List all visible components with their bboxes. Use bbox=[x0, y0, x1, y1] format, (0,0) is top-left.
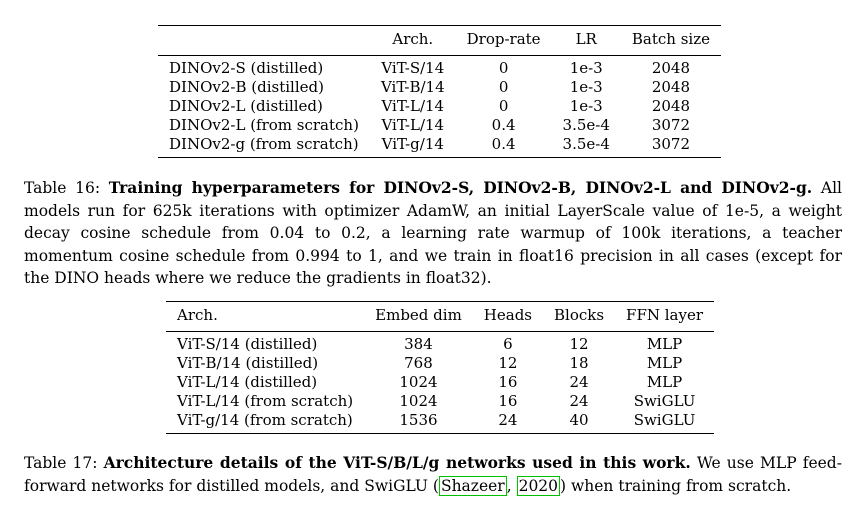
t17-cell: ViT-B/14 (distilled) bbox=[177, 354, 319, 372]
t16-cell: ViT-L/14 bbox=[381, 116, 445, 134]
t17-cell: 24 bbox=[569, 373, 589, 391]
t17-header-arch: Arch. bbox=[166, 301, 365, 332]
t16-cell: 2048 bbox=[651, 97, 691, 115]
t16-header-arch: Arch. bbox=[369, 25, 456, 56]
citation-link-author[interactable]: Shazeer bbox=[438, 475, 507, 496]
caption-body: We use MLP feed-forward networks for dis… bbox=[24, 454, 842, 495]
t16-cell: 3072 bbox=[651, 116, 691, 134]
t16-cell: 1e-3 bbox=[551, 55, 621, 78]
table-row: ViT-S/14 (distilled) 384 6 12 MLP bbox=[166, 331, 715, 354]
t17-cell: 40 bbox=[543, 411, 616, 434]
caption-title: Training hyperparameters for DINOv2-S, D… bbox=[108, 178, 813, 197]
table-row: DINOv2-L (distilled) ViT-L/14 0 1e-3 204… bbox=[158, 97, 721, 116]
t17-cell: 768 bbox=[404, 354, 433, 372]
caption-label: Table 16: bbox=[24, 179, 101, 197]
t16-cell: ViT-B/14 bbox=[380, 78, 445, 96]
table-row: ViT-g/14 (from scratch) 1536 24 40 SwiGL… bbox=[166, 411, 715, 434]
t17-cell: 16 bbox=[498, 392, 518, 410]
t17-cell: MLP bbox=[646, 354, 683, 372]
t17-cell: SwiGLU bbox=[633, 392, 696, 410]
t16-cell: 0 bbox=[498, 97, 509, 115]
t16-header-model bbox=[158, 25, 370, 56]
t16-cell: DINOv2-S (distilled) bbox=[158, 55, 370, 78]
table-row: ViT-L/14 (distilled) 1024 16 24 MLP bbox=[166, 373, 714, 392]
t17-cell: ViT-S/14 (distilled) bbox=[166, 331, 365, 354]
table-row: ViT-B/14 (distilled) 768 12 18 MLP bbox=[166, 354, 714, 373]
t16-header-lr: LR bbox=[551, 25, 621, 56]
t17-cell: 18 bbox=[569, 354, 589, 372]
t16-cell: ViT-g/14 bbox=[369, 135, 456, 158]
t16-cell: 3072 bbox=[620, 135, 721, 158]
table-row: ViT-L/14 (from scratch) 1024 16 24 SwiGL… bbox=[166, 392, 714, 411]
table-16: Arch. Drop-rate LR Batch size DINOv2-S (… bbox=[158, 25, 721, 158]
t16-cell: 0.4 bbox=[455, 135, 552, 158]
t17-cell: 1024 bbox=[399, 373, 438, 391]
t17-header-blocks: Blocks bbox=[543, 301, 616, 332]
caption-body: All models run for 625k iterations with … bbox=[24, 179, 842, 287]
t16-cell: 0 bbox=[455, 55, 552, 78]
t16-cell: 0.4 bbox=[491, 116, 516, 134]
t16-header-droprate: Drop-rate bbox=[455, 25, 552, 56]
t17-header-embed: Embed dim bbox=[364, 301, 473, 332]
t17-cell: 6 bbox=[472, 331, 543, 354]
t17-cell: 24 bbox=[569, 392, 589, 410]
t17-cell: ViT-g/14 (from scratch) bbox=[166, 411, 365, 434]
table-17-caption: Table 17: Architecture details of the Vi… bbox=[24, 452, 842, 497]
t16-cell: DINOv2-L (distilled) bbox=[169, 97, 323, 115]
t16-cell: DINOv2-g (from scratch) bbox=[158, 135, 370, 158]
t16-cell: 1e-3 bbox=[569, 97, 603, 115]
table-row: DINOv2-S (distilled) ViT-S/14 0 1e-3 204… bbox=[158, 55, 721, 78]
t17-cell: ViT-L/14 (distilled) bbox=[177, 373, 318, 391]
t17-cell: 384 bbox=[364, 331, 473, 354]
table-row: DINOv2-g (from scratch) ViT-g/14 0.4 3.5… bbox=[158, 135, 721, 158]
t17-cell: 1536 bbox=[364, 411, 473, 434]
t17-header-ffn: FFN layer bbox=[615, 301, 715, 332]
t17-cell: 12 bbox=[543, 331, 616, 354]
t17-header-heads: Heads bbox=[472, 301, 543, 332]
t17-cell: 1024 bbox=[399, 392, 438, 410]
t16-cell: 3.5e-4 bbox=[551, 135, 621, 158]
table-row: DINOv2-B (distilled) ViT-B/14 0 1e-3 204… bbox=[158, 78, 721, 97]
citation-link-year[interactable]: 2020 bbox=[516, 475, 561, 496]
caption-body-end: ) when training from scratch. bbox=[560, 476, 792, 495]
citation-separator: , bbox=[506, 476, 517, 495]
table-17: Arch. Embed dim Heads Blocks FFN layer V… bbox=[166, 301, 715, 434]
t16-cell: 2048 bbox=[651, 78, 691, 96]
t16-cell: 0 bbox=[498, 78, 509, 96]
t16-header-batch: Batch size bbox=[620, 25, 721, 56]
table-16-caption: Table 16: Training hyperparameters for D… bbox=[24, 177, 842, 290]
t17-cell: ViT-L/14 (from scratch) bbox=[177, 392, 354, 410]
t17-cell: SwiGLU bbox=[615, 411, 715, 434]
t16-cell: 1e-3 bbox=[569, 78, 603, 96]
t16-cell: DINOv2-B (distilled) bbox=[169, 78, 324, 96]
t17-cell: MLP bbox=[615, 331, 715, 354]
t17-cell: 12 bbox=[498, 354, 518, 372]
t17-cell: 24 bbox=[472, 411, 543, 434]
t17-cell: 16 bbox=[498, 373, 518, 391]
t16-cell: ViT-S/14 bbox=[369, 55, 456, 78]
t16-cell: DINOv2-L (from scratch) bbox=[169, 116, 359, 134]
t17-cell: MLP bbox=[646, 373, 683, 391]
caption-title: Architecture details of the ViT-S/B/L/g … bbox=[103, 453, 691, 472]
caption-label: Table 17: bbox=[24, 454, 98, 472]
t16-cell: ViT-L/14 bbox=[381, 97, 445, 115]
table-row: DINOv2-L (from scratch) ViT-L/14 0.4 3.5… bbox=[158, 116, 721, 135]
t16-cell: 2048 bbox=[620, 55, 721, 78]
t16-cell: 3.5e-4 bbox=[562, 116, 610, 134]
